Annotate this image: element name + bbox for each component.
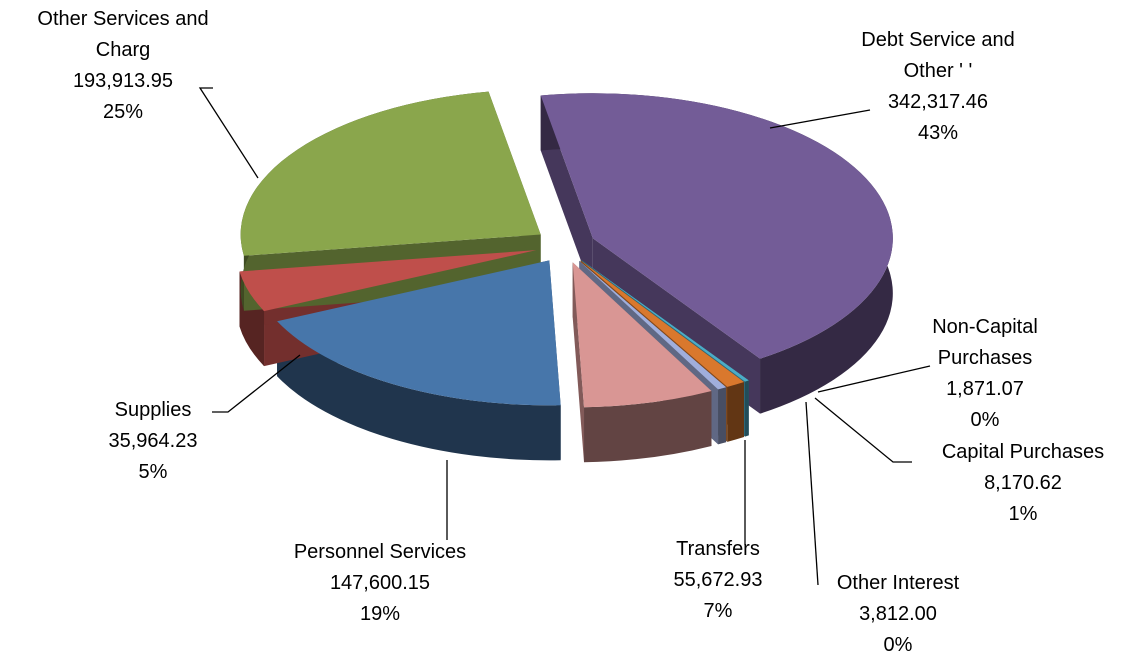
label-value: 147,600.15 bbox=[329, 572, 431, 594]
slice-label: Supplies 35,964.23 5% bbox=[78, 395, 228, 488]
slice bbox=[277, 260, 561, 406]
label-percent: 43% bbox=[917, 122, 959, 144]
leader-line bbox=[805, 401, 819, 586]
slice-outer-side bbox=[277, 321, 561, 461]
leader-line bbox=[814, 397, 912, 463]
slice-outer-side bbox=[745, 380, 749, 437]
label-percent: 25% bbox=[102, 101, 144, 123]
label-value: 8,170.62 bbox=[984, 472, 1062, 494]
slice-outer-side bbox=[727, 381, 745, 442]
slice-label: Other Services and Charg 193,913.95 25% bbox=[23, 4, 223, 128]
slice-outer-side bbox=[718, 387, 727, 445]
label-name: Non-Capital Purchases bbox=[932, 316, 1038, 369]
slice bbox=[579, 260, 727, 390]
label-percent: 0% bbox=[883, 634, 913, 656]
leader-line bbox=[212, 354, 301, 413]
label-value: 193,913.95 bbox=[72, 70, 174, 92]
label-value: 1,871.07 bbox=[946, 378, 1024, 400]
slice-label: Other Interest 3,812.00 0% bbox=[798, 568, 998, 661]
label-name: Supplies bbox=[114, 399, 192, 421]
label-value: 55,672.93 bbox=[673, 569, 763, 591]
label-value: 35,964.23 bbox=[108, 430, 198, 452]
slice bbox=[572, 262, 712, 408]
leader-line bbox=[769, 109, 871, 129]
label-percent: 0% bbox=[970, 409, 1000, 431]
slice-label: Transfers 55,672.93 7% bbox=[643, 534, 793, 627]
slice-label: Capital Purchases 8,170.62 1% bbox=[903, 437, 1136, 530]
slice-cut-side bbox=[572, 262, 585, 463]
slice bbox=[580, 260, 745, 387]
slice-label: Debt Service and Other ' ' 342,317.46 43% bbox=[843, 25, 1033, 149]
label-name: Capital Purchases bbox=[941, 441, 1105, 463]
slice bbox=[239, 250, 537, 312]
slice-tops bbox=[239, 91, 893, 408]
label-name: Personnel Services bbox=[293, 541, 467, 563]
slice-label: Non-Capital Purchases 1,871.07 0% bbox=[905, 312, 1065, 436]
label-percent: 1% bbox=[1008, 503, 1038, 525]
label-percent: 7% bbox=[703, 600, 733, 622]
leader-line bbox=[817, 365, 931, 393]
slice bbox=[240, 91, 541, 256]
label-name: Other Interest bbox=[836, 572, 960, 594]
label-name: Transfers bbox=[676, 538, 760, 560]
label-value: 3,812.00 bbox=[859, 603, 937, 625]
slice-outer-side bbox=[584, 390, 712, 463]
leader-line bbox=[198, 87, 259, 179]
label-value: 342,317.46 bbox=[887, 91, 989, 113]
label-name: Other Services and Charg bbox=[37, 8, 209, 61]
slice-label: Personnel Services 147,600.15 19% bbox=[250, 537, 510, 630]
label-percent: 5% bbox=[138, 461, 168, 483]
label-percent: 19% bbox=[359, 603, 401, 625]
label-name: Debt Service and Other ' ' bbox=[861, 29, 1015, 82]
slice bbox=[540, 93, 893, 359]
slice bbox=[581, 260, 749, 382]
